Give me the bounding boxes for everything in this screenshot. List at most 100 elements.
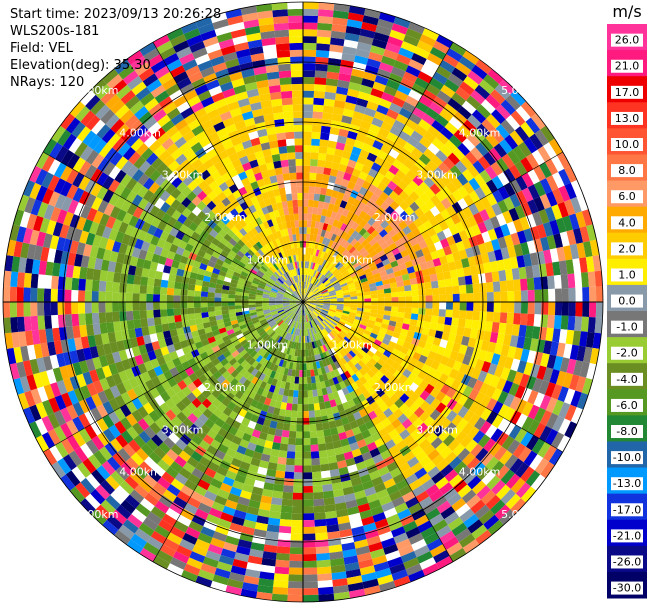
velocity-gate (384, 306, 391, 311)
velocity-gate (561, 274, 569, 288)
velocity-gate (293, 493, 303, 500)
velocity-gate (208, 302, 215, 307)
velocity-gate (295, 445, 303, 452)
velocity-gate (294, 472, 303, 479)
velocity-gate (324, 435, 332, 443)
velocity-gate (535, 290, 542, 302)
velocity-gate (314, 403, 320, 410)
velocity-gate (303, 499, 314, 506)
velocity-gate (295, 452, 303, 459)
velocity-gate (106, 271, 114, 282)
velocity-gate (154, 317, 162, 325)
velocity-gate (221, 293, 228, 298)
velocity-gate (180, 302, 187, 308)
velocity-gate (303, 377, 307, 384)
velocity-gate (146, 294, 153, 302)
velocity-gate (313, 200, 319, 207)
velocity-gate (303, 77, 315, 84)
velocity-gate (173, 295, 180, 302)
velocity-gate (280, 512, 292, 520)
velocity-gate (303, 207, 308, 214)
velocity-gate (100, 270, 108, 281)
velocity-gate (314, 84, 326, 92)
velocity-gate (299, 370, 303, 377)
velocity-gate (112, 302, 119, 312)
velocity-gate (378, 293, 385, 298)
velocity-gate (310, 438, 318, 445)
velocity-gate (431, 281, 439, 289)
velocity-gate (412, 302, 419, 308)
velocity-gate (397, 286, 404, 292)
velocity-gate (290, 417, 297, 424)
velocity-gate (201, 307, 208, 313)
velocity-gate (31, 316, 39, 331)
velocity-gate (466, 284, 473, 293)
velocity-gate (278, 450, 287, 458)
velocity-gate (174, 282, 182, 289)
velocity-gate (160, 302, 167, 309)
velocity-gate (297, 411, 303, 418)
velocity-gate (323, 429, 331, 437)
velocity-gate (201, 297, 208, 302)
velocity-gate (294, 465, 303, 472)
velocity-gate (303, 465, 312, 472)
velocity-gate (296, 431, 303, 438)
velocity-gate (78, 313, 86, 325)
velocity-gate (465, 319, 473, 329)
velocity-gate (535, 302, 542, 314)
velocity-gate (520, 278, 528, 290)
velocity-gate (319, 146, 328, 154)
velocity-gate (303, 568, 317, 575)
velocity-gate (314, 512, 326, 520)
velocity-gate (273, 484, 284, 492)
velocity-gate (418, 289, 425, 296)
velocity-gate (303, 425, 310, 432)
velocity-gate (313, 111, 323, 119)
velocity-gate (562, 302, 569, 316)
velocity-gate (313, 396, 319, 403)
velocity-gate (214, 302, 221, 307)
velocity-gate (221, 298, 228, 302)
velocity-gate (275, 470, 285, 478)
velocity-gate (133, 311, 140, 320)
velocity-gate (309, 410, 315, 417)
velocity-gate (201, 312, 208, 318)
velocity-gate (471, 274, 479, 284)
velocity-gate (513, 279, 521, 291)
velocity-gate (287, 396, 293, 403)
velocity-gate (99, 312, 107, 323)
velocity-gate (318, 9, 334, 17)
velocity-gate (119, 302, 126, 312)
velocity-gate (554, 275, 562, 289)
velocity-gate (208, 292, 215, 297)
velocity-gate (292, 513, 303, 520)
velocity-gate (562, 288, 569, 302)
velocity-gate (480, 292, 487, 302)
velocity-gate (105, 292, 112, 302)
velocity-gate (167, 302, 174, 309)
velocity-gate (162, 323, 170, 331)
velocity-gate (548, 289, 555, 302)
velocity-gate (291, 520, 303, 527)
velocity-gate (314, 519, 326, 527)
velocity-gate (514, 291, 521, 302)
velocity-gate (17, 302, 24, 317)
velocity-gate (303, 445, 311, 452)
velocity-gate (44, 275, 52, 289)
velocity-gate (303, 438, 310, 445)
velocity-gate (113, 321, 121, 332)
velocity-gate (303, 125, 312, 132)
velocity-gate (445, 309, 452, 317)
velocity-gate (439, 287, 446, 295)
velocity-gate (450, 325, 458, 334)
velocity-gate (310, 166, 317, 173)
velocity-gate (298, 391, 303, 398)
velocity-gate (195, 285, 202, 291)
velocity-gate (44, 315, 52, 329)
velocity-gate (582, 287, 589, 302)
velocity-gate (194, 296, 201, 302)
velocity-gate (303, 91, 314, 98)
velocity-gate (319, 139, 328, 147)
velocity-gate (391, 307, 398, 312)
velocity-gate (317, 36, 331, 44)
